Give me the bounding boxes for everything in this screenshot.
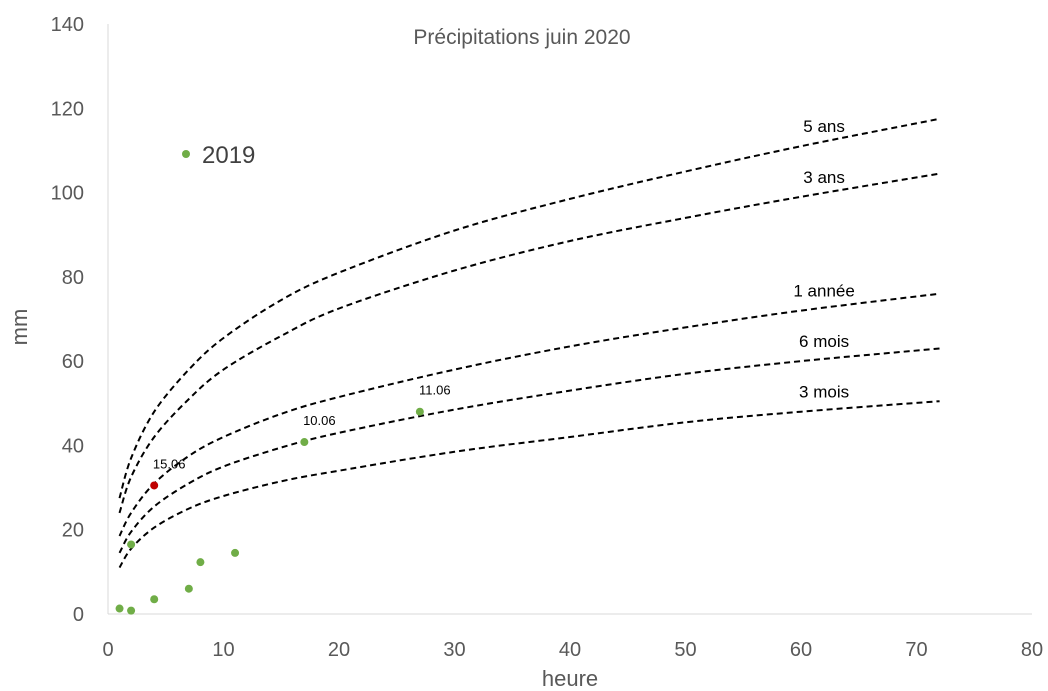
y-tick-label: 100 bbox=[51, 183, 84, 205]
curve-labels: 5 ans 3 ans 1 année 6 mois 3 mois bbox=[793, 117, 854, 402]
data-point bbox=[150, 595, 159, 604]
data-point bbox=[415, 407, 424, 416]
y-tick-labels: 0 20 40 60 80 100 120 140 bbox=[51, 14, 84, 626]
data-point bbox=[127, 606, 136, 615]
point-labels: 15.06 10.06 11.06 bbox=[153, 383, 451, 472]
curve-line bbox=[118, 400, 940, 569]
x-tick-label: 70 bbox=[905, 639, 927, 661]
y-tick-label: 20 bbox=[62, 520, 84, 542]
data-point bbox=[127, 540, 136, 549]
point-label: 15.06 bbox=[153, 456, 186, 471]
y-axis-title: mm bbox=[7, 309, 32, 346]
axes bbox=[107, 24, 1032, 615]
x-tick-label: 80 bbox=[1021, 639, 1043, 661]
chart-title: Précipitations juin 2020 bbox=[413, 26, 630, 49]
legend-label: 2019 bbox=[202, 142, 255, 169]
legend-marker bbox=[182, 150, 190, 158]
y-tick-label: 0 bbox=[73, 604, 84, 626]
x-tick-label: 40 bbox=[559, 639, 581, 661]
curve-label: 5 ans bbox=[803, 117, 845, 136]
y-tick-label: 120 bbox=[51, 98, 84, 120]
legend: 2019 bbox=[182, 142, 255, 169]
x-tick-label: 0 bbox=[102, 639, 113, 661]
data-point bbox=[231, 548, 240, 557]
curve-label: 1 année bbox=[793, 282, 854, 301]
y-tick-label: 60 bbox=[62, 351, 84, 373]
curve-line bbox=[118, 292, 940, 537]
y-tick-label: 140 bbox=[51, 14, 84, 36]
point-label: 10.06 bbox=[303, 413, 336, 428]
curve-label: 3 ans bbox=[803, 168, 845, 187]
data-point bbox=[300, 438, 309, 447]
curve-label: 6 mois bbox=[799, 332, 849, 351]
y-tick-label: 80 bbox=[62, 267, 84, 289]
curve-label: 3 mois bbox=[799, 383, 849, 402]
curve-line bbox=[118, 117, 940, 499]
x-tick-labels: 0 10 20 30 40 50 60 70 80 bbox=[102, 639, 1043, 661]
data-point bbox=[150, 481, 159, 490]
curve-line bbox=[118, 347, 940, 554]
curve-line bbox=[118, 172, 940, 514]
x-tick-label: 50 bbox=[674, 639, 696, 661]
y-tick-label: 40 bbox=[62, 435, 84, 457]
data-point bbox=[184, 584, 193, 593]
data-point bbox=[115, 604, 124, 613]
data-points bbox=[115, 407, 424, 615]
x-tick-label: 60 bbox=[790, 639, 812, 661]
x-tick-label: 10 bbox=[212, 639, 234, 661]
x-tick-label: 20 bbox=[328, 639, 350, 661]
x-tick-label: 30 bbox=[443, 639, 465, 661]
x-axis-title: heure bbox=[542, 666, 598, 691]
point-label: 11.06 bbox=[419, 383, 451, 398]
data-point bbox=[196, 558, 205, 567]
